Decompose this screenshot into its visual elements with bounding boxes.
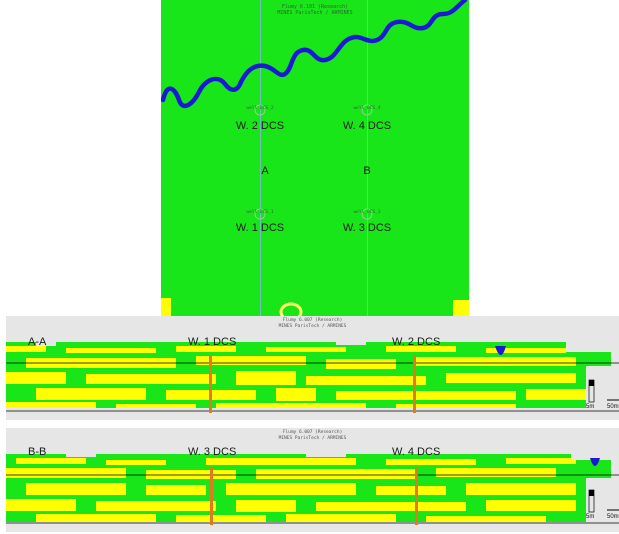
section-b-header: Flumy 6.007 (Research) MINES ParisTech /…: [6, 430, 619, 441]
section-a-scale-horizontal: 50m: [607, 404, 619, 410]
section-b-header-org: MINES ParisTech / ARMINES: [278, 435, 347, 441]
zone-label-b: B: [363, 165, 371, 177]
section-b-header-title: Flumy 6.007 (Research): [282, 430, 343, 435]
plan-header-title: Flumy 6.101 (Research): [281, 4, 349, 10]
section-b-name: B-B: [28, 446, 47, 458]
section-a-header-org: MINES ParisTech / ARMINES: [278, 323, 347, 329]
section-a-well-left: W. 1 DCS: [188, 336, 237, 348]
well-id-2: well_DCS_2: [246, 106, 274, 111]
section-a-name: A-A: [28, 336, 47, 348]
plan-view-map: Flumy 6.101 (Research) MINES ParisTech /…: [161, 0, 469, 316]
well-label-2: W. 2 DCS: [235, 120, 285, 132]
well-id-1: well_DCS_1: [246, 210, 274, 215]
section-a-scale-vertical: 5m: [586, 404, 595, 410]
river-channel: [161, 0, 469, 316]
well-label-3: W. 3 DCS: [342, 222, 392, 234]
plan-header: Flumy 6.101 (Research) MINES ParisTech /…: [161, 4, 469, 16]
well-id-4: well_DCS_4: [353, 106, 381, 111]
zone-label-a: A: [261, 165, 269, 177]
well-id-3: well_DCS_3: [353, 210, 381, 215]
plan-header-org: MINES ParisTech / ARMINES: [277, 10, 353, 16]
well-label-1: W. 1 DCS: [235, 222, 285, 234]
section-b-well-right: W. 4 DCS: [392, 446, 441, 458]
section-b-scale-vertical: 5m: [586, 514, 595, 520]
section-line-a: [260, 0, 261, 316]
section-line-b: [367, 0, 368, 316]
well-label-4: W. 4 DCS: [342, 120, 392, 132]
cross-section-b: Flumy 6.007 (Research) MINES ParisTech /…: [6, 428, 619, 532]
section-b-well-left: W. 3 DCS: [188, 446, 237, 458]
section-b-facies: [6, 454, 619, 532]
section-a-facies: [6, 342, 619, 420]
section-a-header-title: Flumy 6.007 (Research): [282, 318, 343, 323]
section-b-scale-horizontal: 50m: [607, 514, 619, 520]
section-a-well-right: W. 2 DCS: [392, 336, 441, 348]
section-a-header: Flumy 6.007 (Research) MINES ParisTech /…: [6, 318, 619, 329]
cross-section-a: Flumy 6.007 (Research) MINES ParisTech /…: [6, 316, 619, 420]
